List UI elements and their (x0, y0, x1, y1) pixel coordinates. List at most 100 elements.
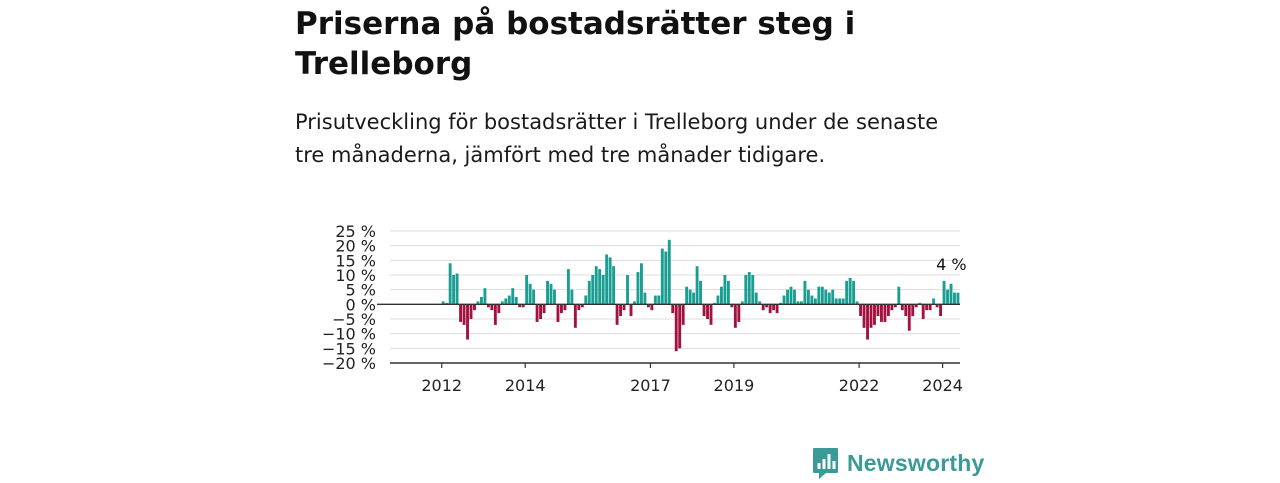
bar (751, 275, 755, 305)
bar (702, 304, 706, 317)
bar (709, 304, 713, 325)
bar (806, 289, 810, 305)
y-tick-label: −15 % (322, 339, 376, 358)
bars (441, 239, 960, 352)
y-tick-label: 0 % (346, 295, 376, 314)
bar (692, 292, 696, 305)
bar (921, 304, 925, 319)
bar (525, 275, 529, 305)
bar (907, 304, 911, 331)
bar (914, 304, 918, 308)
bar (546, 280, 549, 305)
bar (681, 304, 685, 325)
x-tick-label: 2022 (839, 376, 880, 395)
bar (873, 304, 876, 325)
x-tick-label: 2024 (922, 376, 963, 395)
bar (587, 280, 591, 305)
brand-name: Newsworthy (847, 449, 985, 476)
bar (688, 289, 692, 305)
bar (786, 289, 789, 305)
bar (883, 304, 887, 322)
bar (650, 304, 654, 311)
bar (726, 280, 730, 305)
bar (532, 289, 536, 305)
bar (580, 304, 584, 308)
bar (820, 286, 824, 305)
bar (493, 304, 497, 325)
bar (539, 304, 543, 319)
bar (608, 257, 612, 305)
bar (706, 304, 709, 319)
bar (486, 304, 490, 308)
bar (584, 295, 588, 305)
bar (768, 304, 772, 314)
bar (939, 304, 943, 317)
bar (671, 304, 675, 314)
bar (772, 304, 776, 311)
bar (876, 304, 880, 317)
bar (716, 295, 720, 305)
bar (598, 269, 602, 305)
y-tick-label: −10 % (322, 325, 376, 344)
bar (626, 275, 629, 305)
bar (758, 301, 762, 305)
bar (880, 304, 883, 322)
bar (476, 301, 480, 305)
bar (803, 280, 807, 305)
bar (674, 304, 678, 352)
bar (664, 251, 668, 305)
bar (897, 286, 901, 305)
bar (928, 304, 932, 311)
bar (466, 304, 469, 340)
bar (521, 304, 525, 308)
bar (455, 273, 459, 305)
bar (765, 304, 769, 308)
bar (594, 266, 598, 305)
bar (563, 304, 567, 311)
bar (956, 292, 960, 305)
bar (720, 286, 723, 305)
bar (838, 298, 842, 305)
bar (452, 275, 456, 305)
bar (549, 283, 553, 305)
bar (619, 304, 623, 317)
bar (893, 304, 897, 308)
bar (827, 292, 831, 305)
bar (636, 272, 640, 305)
bar (542, 304, 546, 314)
bar (577, 304, 581, 311)
bar (507, 295, 511, 305)
bar (747, 272, 751, 305)
bar (643, 292, 647, 305)
bar (480, 297, 483, 305)
bar (723, 275, 727, 305)
bar (904, 304, 908, 317)
bar (942, 280, 946, 305)
y-tick-label: 5 % (346, 281, 376, 300)
bar (737, 304, 741, 322)
bar (953, 292, 956, 305)
bar (601, 275, 605, 305)
bar (615, 304, 619, 325)
bar (862, 304, 866, 328)
bar (796, 301, 800, 305)
bar (560, 304, 563, 314)
chart-subtitle: Prisutveckling för bostadsrätter i Trell… (295, 110, 939, 167)
bar (514, 297, 518, 305)
bar (831, 289, 835, 305)
bar (935, 304, 939, 308)
last-value-annotation: 4 % (936, 255, 966, 274)
bar (834, 298, 838, 305)
bar (946, 289, 949, 305)
bar (782, 295, 786, 305)
bar (932, 298, 936, 305)
chart-title: Priserna på bostadsrätter steg i Trelleb… (295, 6, 856, 82)
newsworthy-logo: Newsworthy (812, 443, 984, 483)
bar (900, 304, 904, 311)
bar (653, 295, 657, 305)
bar (573, 304, 577, 328)
bar (866, 304, 869, 340)
bar (612, 266, 616, 305)
bar-chart-speech-bubble-icon (813, 447, 838, 479)
bar (685, 286, 689, 305)
